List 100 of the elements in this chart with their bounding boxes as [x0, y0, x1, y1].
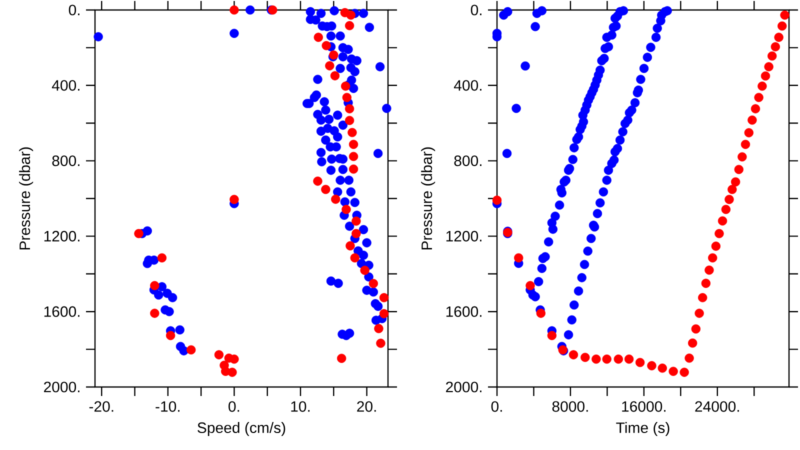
point: [658, 364, 667, 373]
x-tick-label: -20.: [89, 401, 114, 412]
point: [157, 253, 167, 262]
point: [568, 350, 578, 360]
point: [228, 368, 237, 377]
point: [754, 92, 764, 102]
point: [331, 194, 340, 204]
x-tick-label: -10.: [156, 401, 180, 412]
y-tick-label: 800.: [454, 156, 482, 166]
point: [744, 128, 754, 138]
point: [321, 184, 330, 194]
y-tick-label: 0.: [68, 4, 80, 16]
point: [740, 140, 750, 150]
point: [592, 354, 601, 364]
point: [313, 176, 322, 186]
point: [774, 32, 784, 42]
point: [688, 338, 698, 348]
point: [352, 228, 361, 238]
point: [134, 228, 144, 238]
point: [730, 177, 740, 187]
x-tick-label: 0.: [228, 401, 240, 412]
point: [230, 5, 239, 15]
point: [492, 196, 502, 205]
point: [750, 104, 760, 114]
y-tick-label: 1600.: [446, 306, 482, 317]
y-tick-label: 2000.: [446, 382, 482, 392]
point: [314, 32, 323, 42]
point: [214, 350, 224, 360]
point: [734, 164, 744, 174]
point: [768, 51, 777, 61]
x-tick-label: 24000.: [695, 401, 739, 412]
point: [778, 21, 787, 31]
point: [708, 253, 718, 262]
point: [635, 358, 645, 368]
y-axis-title: Pressure (dbar): [421, 147, 436, 250]
point: [714, 228, 724, 238]
point: [668, 366, 678, 376]
point: [346, 241, 355, 250]
point: [342, 204, 351, 214]
point: [602, 354, 612, 364]
y-tick-label: 1200.: [44, 230, 80, 242]
x-tick-label: 10.: [291, 401, 310, 412]
point: [624, 354, 634, 364]
point: [344, 116, 354, 126]
point: [374, 324, 384, 334]
point: [352, 216, 361, 226]
point: [368, 278, 378, 288]
x-tick-label: 20.: [357, 401, 376, 412]
point: [680, 368, 689, 377]
x-axis-title: Time (s): [616, 422, 670, 436]
point: [230, 194, 239, 204]
point: [325, 61, 334, 70]
y-tick-label: 400.: [52, 80, 80, 91]
point: [724, 194, 734, 204]
point: [322, 41, 331, 50]
y-tick-label: 800.: [52, 156, 80, 166]
point: [728, 184, 737, 194]
point: [738, 152, 747, 162]
point: [770, 42, 780, 52]
point: [580, 352, 590, 362]
point: [698, 293, 708, 302]
point: [614, 354, 623, 364]
point: [348, 128, 357, 138]
point: [764, 62, 774, 72]
point: [691, 324, 700, 334]
x-axis-title: Speed (cm/s): [198, 422, 286, 436]
point: [694, 308, 704, 318]
point: [350, 253, 360, 262]
y-tick-label: 2000.: [44, 382, 80, 392]
point: [721, 204, 731, 214]
point: [780, 10, 790, 20]
x-tick-label: 0.: [491, 401, 502, 412]
point: [344, 104, 354, 114]
point: [150, 308, 160, 318]
point: [760, 71, 770, 81]
point: [379, 293, 389, 302]
point: [647, 361, 656, 370]
y-axis-title: Pressure (dbar): [19, 147, 34, 250]
x-tick-label: 8000.: [552, 401, 588, 412]
point: [166, 330, 176, 340]
point: [684, 354, 694, 363]
point: [348, 152, 358, 162]
point: [186, 345, 196, 354]
point: [230, 354, 239, 364]
point: [360, 266, 370, 275]
point: [348, 164, 358, 174]
point: [376, 338, 386, 348]
point: [704, 266, 714, 275]
point: [346, 10, 356, 20]
y-tick-label: 1600.: [44, 306, 80, 317]
point: [150, 280, 160, 290]
point: [701, 278, 711, 288]
point: [718, 216, 728, 226]
point: [536, 308, 546, 318]
point: [748, 115, 757, 125]
point: [711, 242, 721, 251]
point: [337, 354, 346, 363]
point: [526, 280, 535, 290]
y-tick-label: 1200.: [446, 230, 482, 242]
point: [340, 82, 350, 91]
